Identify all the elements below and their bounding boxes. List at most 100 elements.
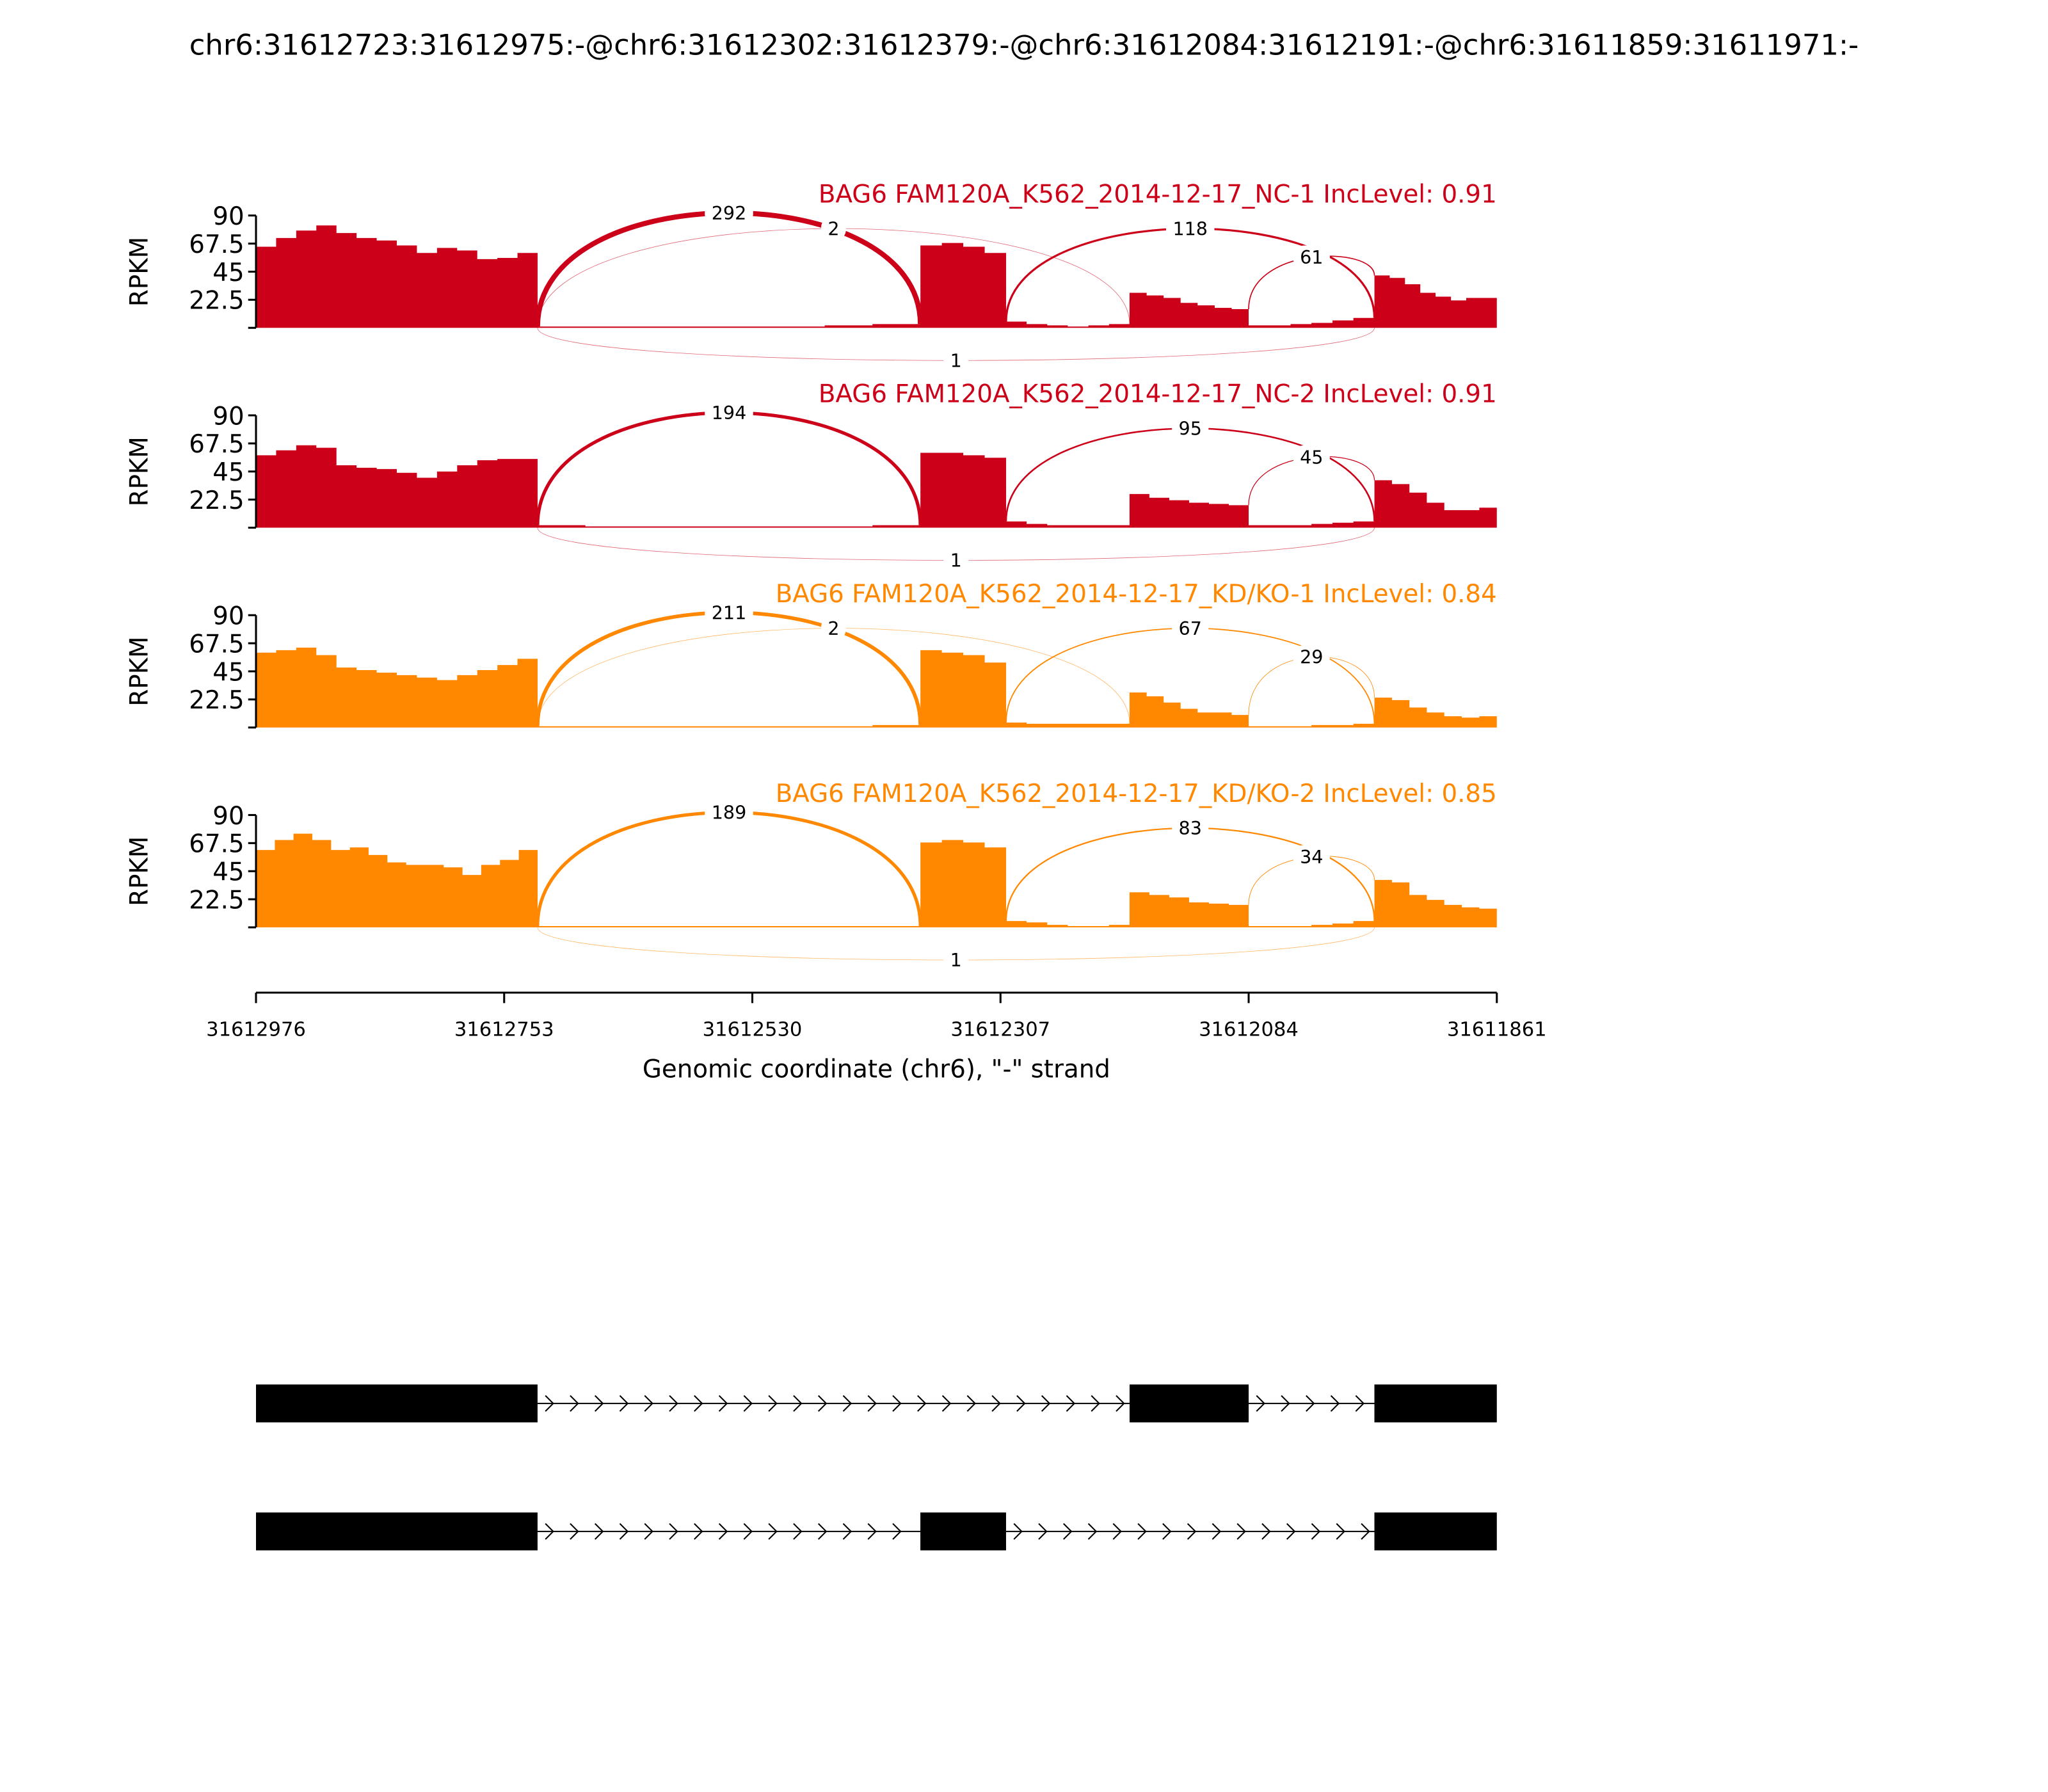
junction-count-label: 1	[950, 349, 962, 371]
strand-arrow-icon	[1013, 1523, 1023, 1540]
strand-arrow-icon	[1187, 1523, 1197, 1540]
x-tick-label: 31612530	[703, 1018, 803, 1041]
junction-label-bg	[1165, 216, 1215, 241]
junction-count-label: 118	[1172, 218, 1208, 239]
junction-count-label: 2	[828, 618, 839, 639]
panel-title: BAG6 FAM120A_K562_2014-12-17_KD/KO-2 Inc…	[776, 780, 1497, 808]
strand-arrow-icon	[1256, 1395, 1265, 1412]
strand-arrow-icon	[768, 1395, 778, 1412]
y-tick-label: 90	[212, 602, 244, 631]
junction-arc	[536, 411, 922, 525]
y-tick-label: 67.5	[189, 630, 244, 659]
strand-arrow-icon	[892, 1523, 902, 1540]
junction-count-label: 1	[950, 550, 962, 572]
strand-arrow-icon	[817, 1523, 828, 1540]
strand-arrow-icon	[1116, 1395, 1125, 1412]
strand-arrow-icon	[694, 1395, 703, 1412]
strand-arrow-icon	[545, 1523, 554, 1540]
junction-label-bg	[821, 616, 846, 640]
junction-count-label: 83	[1179, 817, 1202, 839]
strand-arrow-icon	[1162, 1523, 1172, 1540]
junction-count-label: 211	[712, 602, 747, 623]
strand-arrow-icon	[1306, 1395, 1315, 1412]
strand-arrow-icon	[1016, 1395, 1026, 1412]
y-tick-label: 45	[212, 259, 244, 287]
junction-arc	[537, 228, 1130, 327]
strand-arrow-icon	[1112, 1523, 1122, 1540]
strand-arrow-icon	[1063, 1523, 1073, 1540]
junction-label-bg	[1293, 845, 1330, 869]
strand-arrow-icon	[619, 1523, 629, 1540]
strand-arrow-icon	[941, 1395, 952, 1412]
junction-label-bg	[943, 348, 969, 372]
junction-label-bg	[705, 401, 753, 425]
coverage-area	[256, 833, 1497, 927]
strand-arrow-icon	[570, 1395, 579, 1412]
strand-arrow-icon	[1236, 1523, 1246, 1540]
junction-count-label: 67	[1179, 618, 1202, 639]
strand-arrow-icon	[1137, 1523, 1147, 1540]
junction-label-bg	[705, 600, 753, 625]
exon-block	[256, 1512, 538, 1551]
strand-arrow-icon	[892, 1395, 902, 1412]
junction-label-bg	[1172, 417, 1209, 440]
y-tick-label: 67.5	[189, 830, 244, 859]
strand-arrow-icon	[793, 1523, 803, 1540]
figure-title: chr6:31612723:31612975:-@chr6:31612302:3…	[189, 28, 1859, 62]
y-axis-label: RPKM	[125, 636, 154, 706]
junction-label-bg	[705, 201, 753, 225]
y-tick-label: 90	[212, 202, 244, 231]
y-tick-label: 67.5	[189, 430, 244, 459]
x-tick-label: 31612084	[1199, 1018, 1299, 1041]
y-tick-label: 22.5	[189, 886, 244, 915]
y-tick-label: 90	[212, 802, 244, 831]
strand-arrow-icon	[594, 1395, 604, 1412]
junction-label-bg	[1172, 816, 1209, 840]
panel-title: BAG6 FAM120A_K562_2014-12-17_KD/KO-1 Inc…	[776, 580, 1497, 609]
strand-arrow-icon	[718, 1523, 728, 1540]
y-axis-label: RPKM	[125, 436, 154, 506]
y-tick-label: 22.5	[189, 486, 244, 515]
strand-arrow-icon	[1261, 1523, 1271, 1540]
strand-arrow-icon	[644, 1523, 653, 1540]
junction-count-label: 1	[950, 949, 962, 971]
strand-arrow-icon	[694, 1523, 703, 1540]
y-axis-label: RPKM	[125, 237, 154, 307]
junction-count-label: 189	[712, 802, 747, 824]
strand-arrow-icon	[743, 1395, 753, 1412]
junction-label-bg	[943, 548, 969, 572]
strand-arrow-icon	[1286, 1523, 1296, 1540]
y-tick-label: 22.5	[189, 686, 244, 715]
junction-count-label: 292	[712, 202, 747, 224]
y-tick-label: 45	[212, 658, 244, 687]
junction-count-label: 45	[1300, 446, 1323, 468]
junction-label-bg	[1293, 645, 1330, 669]
x-tick-label: 31611861	[1447, 1018, 1547, 1041]
junction-count-label: 61	[1300, 246, 1323, 268]
strand-arrow-icon	[793, 1395, 803, 1412]
panel-title: BAG6 FAM120A_K562_2014-12-17_NC-2 IncLev…	[819, 380, 1497, 409]
strand-arrow-icon	[594, 1523, 604, 1540]
strand-arrow-icon	[917, 1395, 927, 1412]
strand-arrow-icon	[545, 1395, 554, 1412]
strand-arrow-icon	[1330, 1395, 1340, 1412]
junction-label-bg	[943, 948, 969, 972]
strand-arrow-icon	[817, 1395, 828, 1412]
strand-arrow-icon	[1038, 1523, 1048, 1540]
junction-count-label: 2	[828, 218, 839, 239]
strand-arrow-icon	[644, 1395, 653, 1412]
exon-block	[1374, 1512, 1497, 1551]
strand-arrow-icon	[867, 1395, 877, 1412]
coverage-area	[256, 647, 1497, 728]
coverage-area	[256, 445, 1497, 528]
x-tick-label: 31612307	[950, 1018, 1050, 1041]
junction-arc	[536, 611, 922, 726]
y-tick-label: 22.5	[189, 287, 244, 316]
strand-arrow-icon	[842, 1523, 852, 1540]
